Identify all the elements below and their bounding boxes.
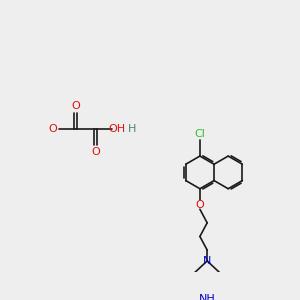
- Text: O: O: [71, 101, 80, 111]
- Text: H: H: [128, 124, 136, 134]
- Text: O: O: [49, 124, 57, 134]
- Text: OH: OH: [109, 124, 126, 134]
- Text: Cl: Cl: [194, 129, 205, 139]
- Text: O: O: [196, 200, 204, 210]
- Text: N: N: [203, 256, 212, 266]
- Text: O: O: [91, 146, 100, 157]
- Text: NH: NH: [199, 294, 215, 300]
